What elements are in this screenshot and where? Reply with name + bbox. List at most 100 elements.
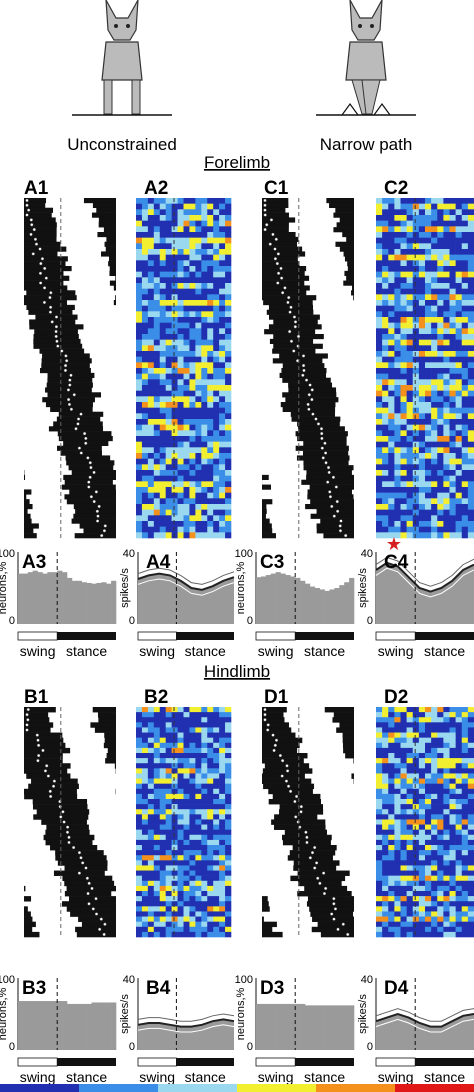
heatmap-cell [225,470,232,476]
peak-marker [76,417,81,421]
heatmap-cell [443,778,450,784]
heatmap-cell [394,198,401,204]
heatmap-cell [136,717,143,723]
heatmap-cell [425,481,432,488]
heatmap-cell [406,504,414,510]
heatmap-cell [425,311,432,318]
heatmap-cell [467,814,474,820]
heatmap-cell [201,351,208,357]
heatmap-cell [171,855,178,861]
heatmap-cell [189,373,196,380]
heatmap-cell [207,824,214,830]
heatmap-cell [455,203,463,210]
heatmap-cell [406,305,414,312]
heatmap-cell [171,232,178,238]
heatmap-cell [189,509,196,516]
heatmap-cell [461,880,469,887]
activity-bar [343,280,354,286]
heatmap-cell [195,753,202,759]
heatmap-cell [418,778,426,784]
heatmap-cell [394,870,401,876]
heatmap-cell [147,226,155,233]
heatmap-cell [177,232,184,238]
heatmap-cell [388,498,395,505]
heatmap-cell [213,447,220,454]
heatmap-cell [418,345,426,352]
heatmap-cell [382,896,389,902]
heatmap-cell [201,385,208,391]
heatmap-cell [207,339,214,346]
heatmap-cell [425,732,432,738]
peak-marker [307,393,311,397]
histogram-bar [314,588,320,624]
heatmap-cell [159,799,166,805]
heatmap-cell [437,424,444,431]
heatmap-cell [177,322,184,329]
heatmap-cell [165,464,172,471]
heatmap-cell [437,215,444,221]
peak-marker [263,713,267,717]
heatmap-cell [201,931,208,938]
heatmap-cell [201,809,208,815]
heatmap-cell [443,407,450,414]
peak-marker [95,509,99,513]
heatmap-cell [376,804,383,810]
heatmap-cell [388,215,395,221]
heatmap-cell [195,458,202,465]
heatmap-cell [461,839,469,846]
heatmap-cell [219,339,226,346]
heatmap-cell [189,921,196,928]
heatmap-cell [382,226,389,233]
heatmap-cell [388,453,395,459]
heatmap-cell [147,875,155,882]
histogram-bar [309,1005,316,1050]
heatmap-cell [431,906,438,912]
heatmap-cell [461,773,469,779]
heatmap-cell [213,778,220,784]
histogram-bar [265,575,271,624]
y-tick-label: 0 [9,1041,15,1053]
heatmap-cell [406,712,414,718]
heatmap-cell [455,707,463,713]
heatmap-cell [431,532,438,539]
heatmap-cell [467,220,474,227]
heatmap-cell [201,707,208,713]
heatmap-cell [213,277,220,284]
heatmap-cell [165,758,172,764]
heatmap-cell [431,198,438,204]
heatmap-cell [183,311,190,318]
heatmap-cell [376,839,383,846]
heatmap-cell [159,220,166,227]
heatmap-cell [455,209,463,216]
heatmap-cell [171,845,178,851]
heatmap-cell [455,492,463,499]
heatmap-cell [219,931,226,938]
heatmap-cell [431,470,438,476]
cat-narrow-path-illustration [316,0,416,116]
peak-marker [43,769,48,773]
heatmap-cell [183,254,190,261]
heatmap-cell [437,521,444,527]
heatmap-cell [418,906,426,912]
peak-marker [54,325,58,329]
heatmap-cell [443,453,450,459]
heatmap-cell [449,824,456,830]
heatmap-cell [425,373,432,380]
heatmap-cell [159,875,166,882]
peak-marker [327,470,331,475]
heatmap-cell [376,339,383,346]
activity-bar [262,742,300,749]
heatmap-cell [153,209,161,216]
heatmap-cell [183,237,190,244]
heatmap-cell [425,430,432,437]
heatmap-cell [394,814,401,820]
heatmap-cell [382,368,389,374]
heatmap-cell [467,931,474,938]
heatmap-cell [141,453,149,459]
heatmap-cell [201,413,208,420]
histogram-bar [22,573,29,624]
heatmap-cell [153,447,161,454]
heatmap-cell [165,712,172,718]
heatmap-cell [455,368,463,374]
